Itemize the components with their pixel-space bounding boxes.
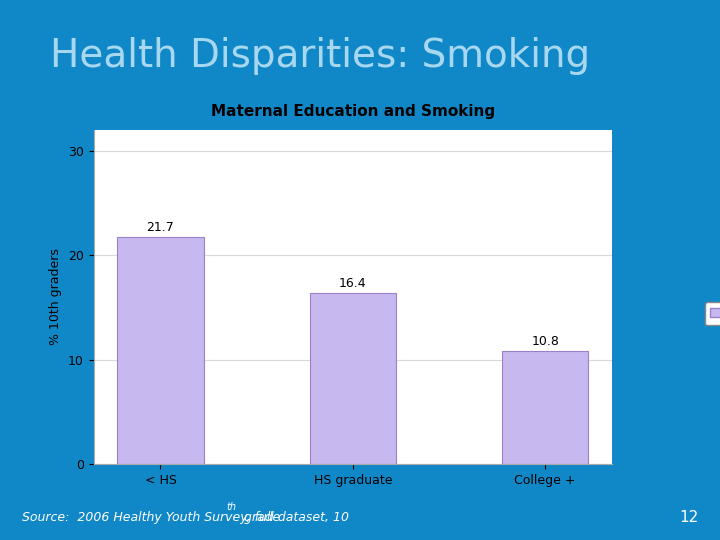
Bar [502,352,588,464]
Text: 16.4: 16.4 [339,276,366,289]
Y-axis label: % 10th graders: % 10th graders [50,248,63,346]
Bar [117,238,204,464]
Text: 21.7: 21.7 [147,221,174,234]
Title: Maternal Education and Smoking: Maternal Education and Smoking [211,104,495,119]
Bar [310,293,396,464]
Text: 12: 12 [679,510,698,524]
Text: th: th [227,502,237,512]
Legend: smoking: smoking [705,302,720,325]
Text: grade: grade [240,510,280,524]
Text: Source:  2006 Healthy Youth Survey, full dataset, 10: Source: 2006 Healthy Youth Survey, full … [22,510,348,524]
Text: 10.8: 10.8 [531,335,559,348]
Text: Health Disparities: Smoking: Health Disparities: Smoking [50,37,590,75]
